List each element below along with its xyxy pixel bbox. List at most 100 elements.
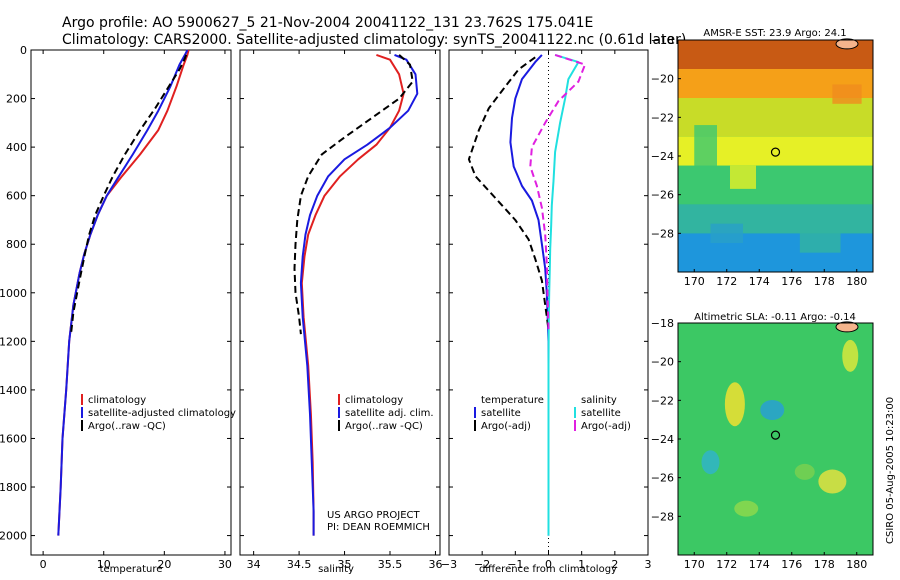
map-x-tick-label: 174	[749, 275, 770, 288]
temperature-plot: 0 10 20 30 0 200 400 600 800 1000 1200 1400 1600 1800…	[0, 44, 232, 571]
sla-anomaly-blob	[760, 400, 785, 420]
series-line-temperature-argo-adj-	[467, 56, 550, 330]
legend-swatch-sal-satellite	[574, 407, 576, 418]
legend-label: satellite	[581, 408, 621, 419]
figure-title-line1: Argo profile: AO 5900627_5 21-Nov-2004 2…	[62, 15, 593, 31]
salinity-plot: 34 34.5 35 35.5 36	[240, 49, 442, 571]
x-tick-label: 3	[645, 558, 652, 571]
legend-swatch-climatology	[81, 394, 83, 405]
sst-map: 170 172 174 176 178 180 −18 −20 −22 −24 −26 −28	[651, 34, 874, 288]
legend-label: satellite	[481, 408, 521, 419]
land-patch	[835, 321, 859, 333]
map-y-tick-label: −20	[651, 73, 674, 86]
project-credit: US ARGO PROJECT	[327, 510, 421, 521]
y-tick-label: 1600	[0, 432, 27, 445]
side-credit: CSIRO 05-Aug-2005 10:23:00	[885, 397, 896, 544]
series-line-argo-raw-qc-	[70, 54, 188, 335]
map-y-tick-label: −20	[651, 356, 674, 369]
legend-heading-salinity: salinity	[581, 395, 617, 406]
sla-map-title: Altimetric SLA: -0.11 Argo: -0.14	[694, 312, 856, 323]
salinity-legend: climatology satellite adj. clim. Argo(..…	[338, 394, 434, 432]
sla-anomaly-blob	[842, 339, 859, 372]
map-x-tick-label: 176	[781, 558, 802, 571]
legend-swatch-satellite	[81, 407, 83, 418]
y-tick-label: 1200	[0, 335, 27, 348]
map-x-tick-label: 172	[716, 275, 737, 288]
x-tick-label: 0	[545, 558, 552, 571]
legend-label: Argo(-adj)	[581, 421, 631, 432]
map-x-tick-label: 176	[781, 275, 802, 288]
legend-swatch-temp-satellite	[474, 407, 476, 418]
legend-label: climatology	[345, 395, 403, 406]
map-x-tick-label: 178	[814, 558, 835, 571]
legend-swatch-climatology	[338, 394, 340, 405]
legend-label: Argo(..raw -QC)	[88, 421, 166, 432]
map-y-tick-label: −24	[651, 150, 674, 163]
x-tick-label: 34	[247, 558, 261, 571]
map-y-tick-label: −28	[651, 227, 674, 240]
profile-location-marker	[770, 430, 781, 440]
legend-swatch-sal-argo	[574, 420, 576, 431]
map-y-tick-label: −18	[651, 34, 674, 47]
legend-label: Argo(..raw -QC)	[345, 421, 423, 432]
sst-patch	[799, 223, 841, 253]
sst-patch	[694, 125, 717, 176]
x-tick-label: 34.5	[287, 558, 312, 571]
legend-swatch-argo	[338, 420, 340, 431]
x-tick-label: 0	[40, 558, 47, 571]
sst-patch	[832, 84, 862, 104]
x-tick-label: 1	[578, 558, 585, 571]
y-tick-label: 200	[6, 93, 27, 106]
legend-label: Argo(-adj)	[481, 421, 531, 432]
y-tick-label: 2000	[0, 530, 27, 543]
profile-location-marker	[770, 147, 781, 157]
legend-swatch-satellite	[338, 407, 340, 418]
map-x-tick-label: 174	[749, 558, 770, 571]
y-tick-label: 0	[20, 44, 27, 57]
map-x-tick-label: 172	[716, 558, 737, 571]
sst-map-title: AMSR-E SST: 23.9 Argo: 24.1	[703, 28, 846, 39]
y-tick-label: 800	[6, 238, 27, 251]
legend-label: satellite adj. clim.	[345, 408, 434, 419]
x-tick-label: 30	[218, 558, 232, 571]
x-tick-label: −1	[507, 558, 523, 571]
sst-band	[678, 204, 873, 234]
salinity-panel	[239, 49, 441, 556]
legend-swatch-argo	[81, 420, 83, 431]
sst-band	[678, 233, 873, 272]
series-line-satellite-adjusted-climatology	[57, 49, 189, 536]
map-y-tick-label: −22	[651, 394, 674, 407]
sla-anomaly-blob	[794, 463, 815, 480]
land-patch	[835, 38, 859, 50]
map-y-tick-label: −28	[651, 510, 674, 523]
series-line-salinity-satellite	[547, 53, 580, 536]
sla-anomaly-blob	[818, 469, 847, 494]
map-x-tick-label: 178	[814, 275, 835, 288]
series-line-temperature-satellite	[509, 54, 550, 536]
series-line-climatology	[300, 53, 405, 536]
series-line-satellite-adj-clim-	[299, 53, 419, 536]
x-tick-label: 20	[157, 558, 171, 571]
map-y-tick-label: −18	[651, 317, 674, 330]
sla-anomaly-blob	[701, 450, 720, 475]
x-tick-label: 36	[428, 558, 442, 571]
y-tick-label: 400	[6, 141, 27, 154]
y-tick-label: 600	[6, 190, 27, 203]
y-tick-label: 1400	[0, 384, 27, 397]
x-tick-label: 35	[338, 558, 352, 571]
map-y-tick-label: −26	[651, 189, 674, 202]
x-tick-label: −2	[474, 558, 490, 571]
series-line-argo-raw-qc-	[293, 54, 414, 335]
temperature-panel	[30, 49, 232, 556]
sst-patch	[730, 165, 756, 189]
figure-title-line2: Climatology: CARS2000. Satellite-adjuste…	[62, 32, 686, 48]
series-line-salinity-argo-adj-	[529, 53, 586, 330]
x-tick-label: −3	[441, 558, 457, 571]
map-x-tick-label: 170	[684, 275, 705, 288]
sla-map: 170 172 174 176 178 180 −18 −20 −22 −24 −26 −28	[651, 317, 874, 571]
temperature-axis-label: temperature	[100, 564, 163, 575]
y-tick-label: 1000	[0, 287, 27, 300]
map-y-tick-label: −22	[651, 111, 674, 124]
legend-label: climatology	[88, 395, 146, 406]
